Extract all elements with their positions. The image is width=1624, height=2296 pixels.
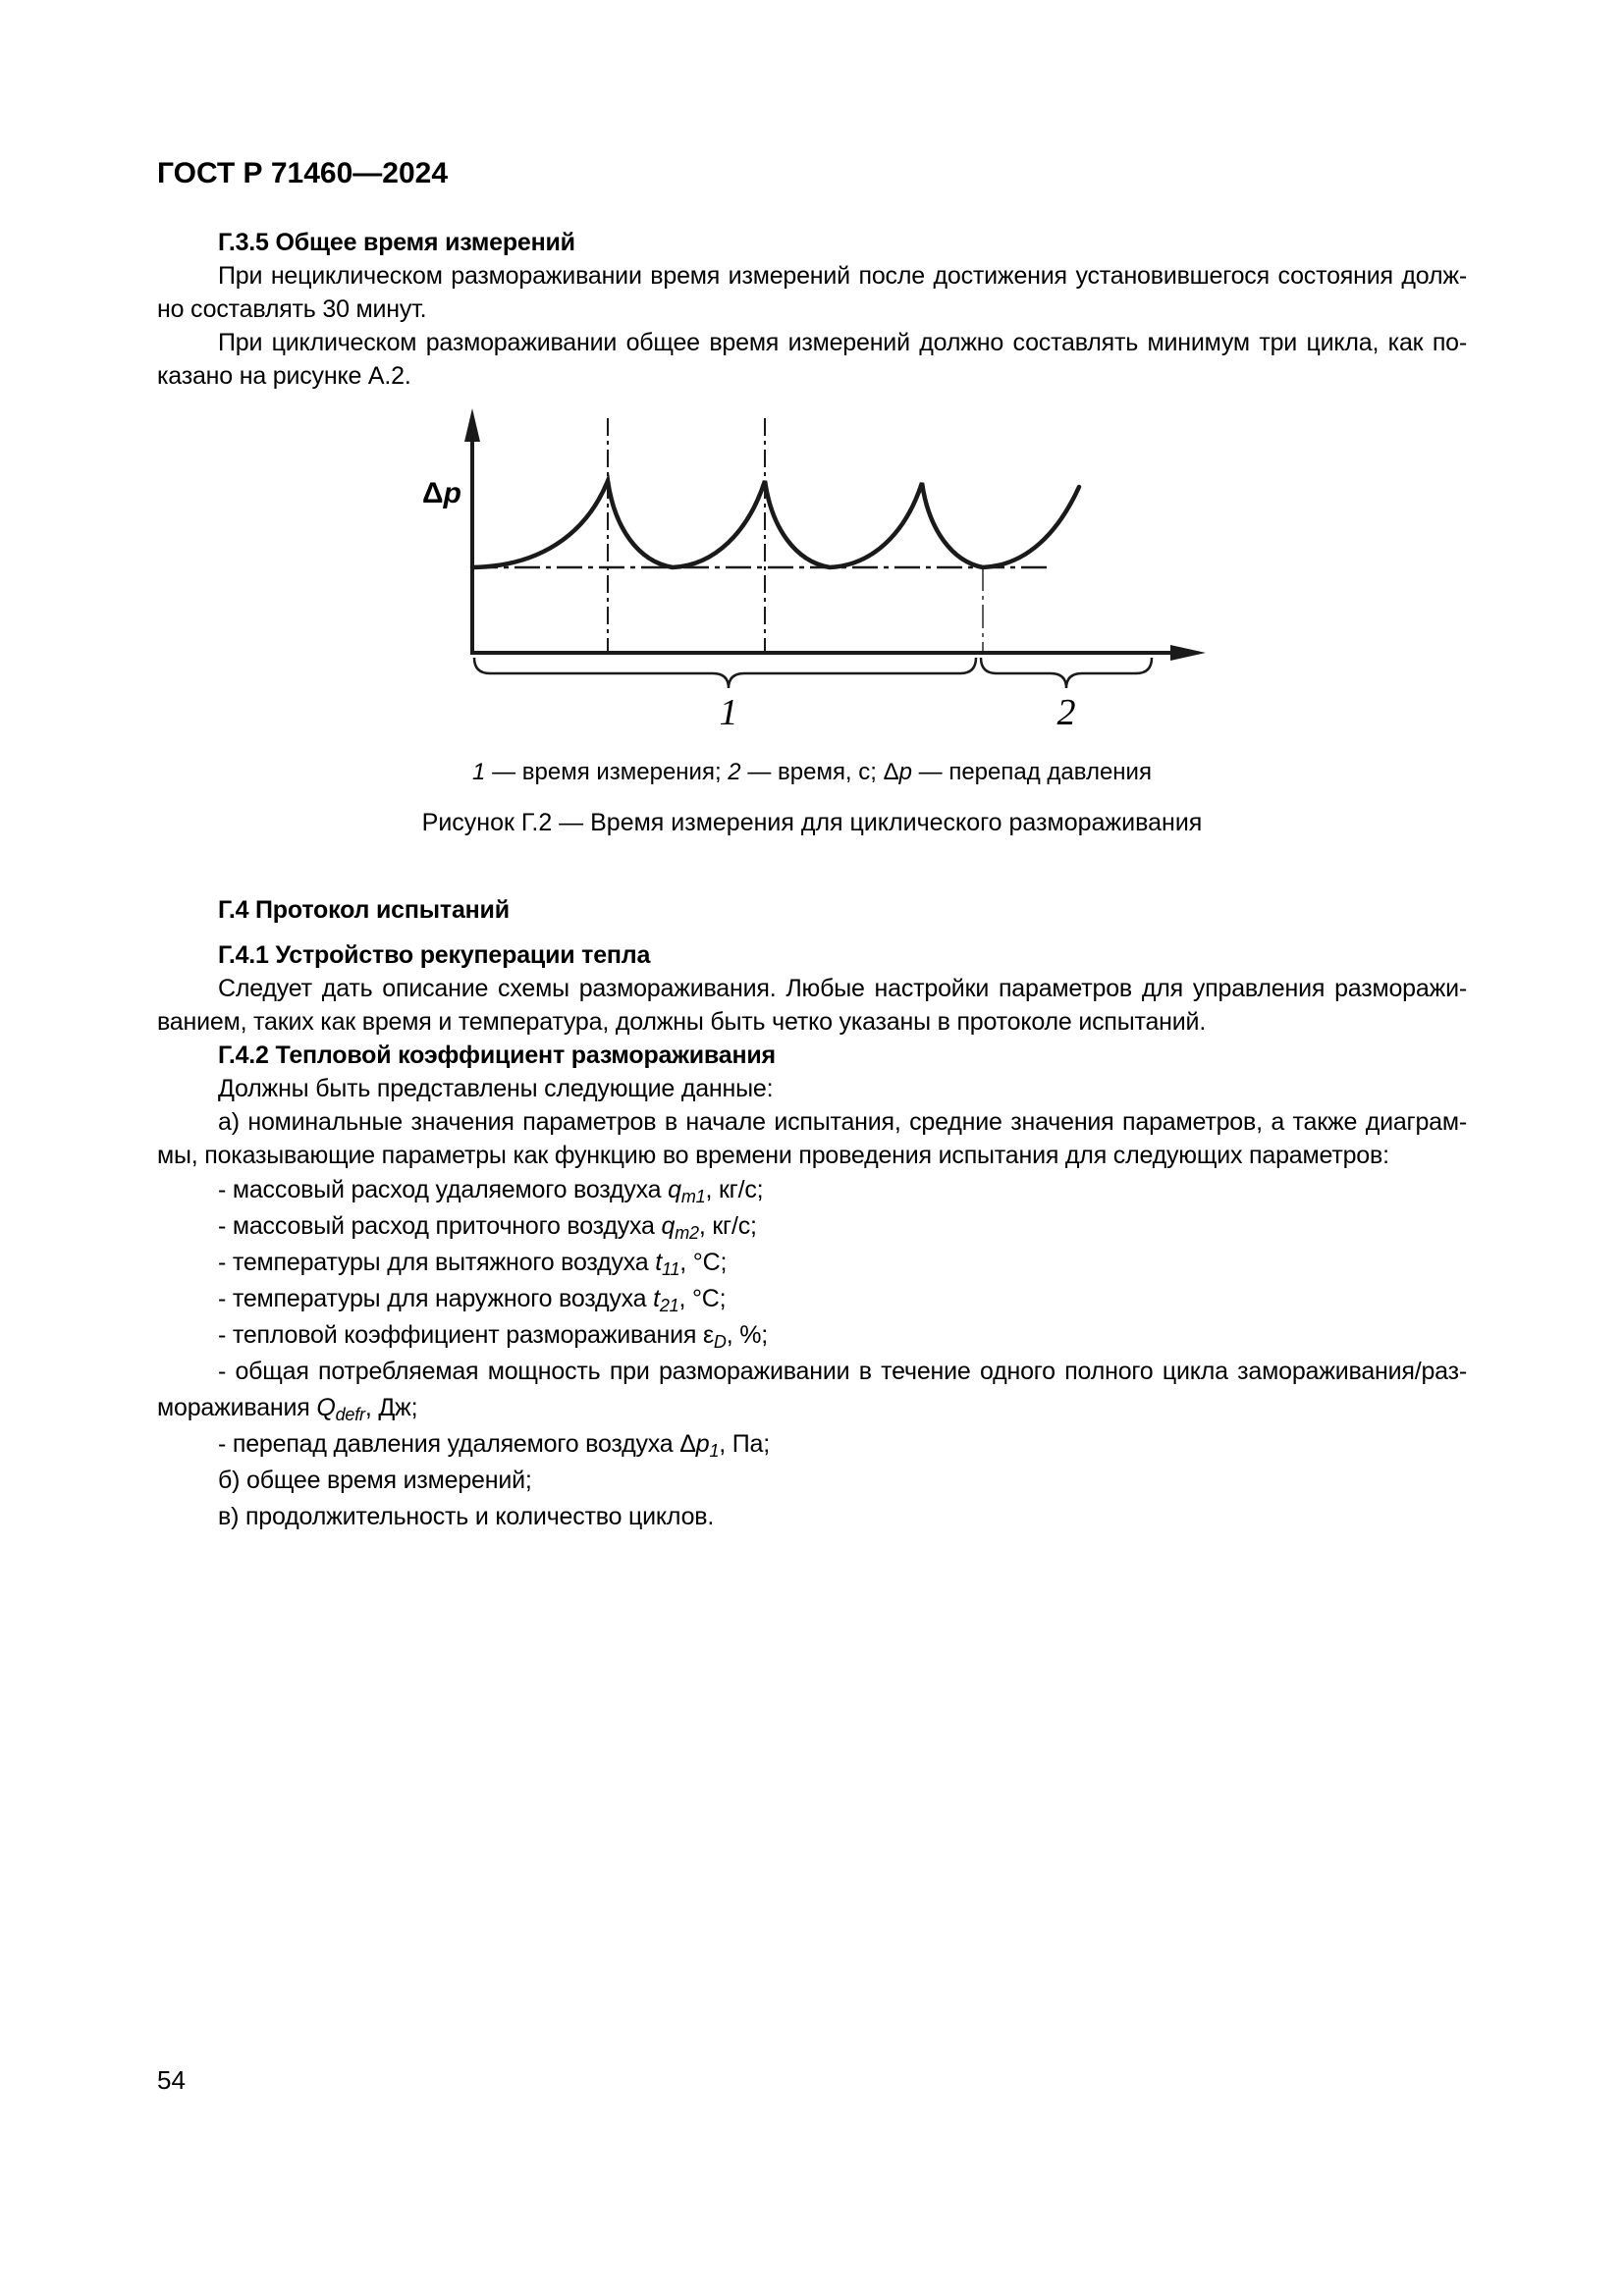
parameter-list: - массовый расход удаляемого воздуха qm1… bbox=[157, 1172, 1467, 1535]
figure-g2: Δp 1 2 bbox=[410, 402, 1216, 750]
paragraph-line: мы, показывающие параметры как функцию в… bbox=[157, 1142, 1389, 1169]
list-item-t21: - температуры для наружного воздуха t21,… bbox=[218, 1285, 727, 1315]
paragraph-line: но составлять 30 минут. bbox=[157, 295, 427, 323]
list-item-v: в) продолжительность и количество циклов… bbox=[218, 1503, 715, 1530]
figure-g2-chart: Δp 1 2 bbox=[422, 408, 1206, 733]
paragraph-line: а) номинальные значения параметров в нач… bbox=[218, 1108, 1467, 1136]
time-interval-brace bbox=[979, 657, 1154, 689]
list-item-dp: - перепад давления удаляемого воздуха Δp… bbox=[218, 1430, 770, 1461]
delta-symbol: Δ bbox=[422, 477, 444, 509]
x-axis-arrow bbox=[1170, 645, 1206, 661]
list-item-qdefr-line2: мораживания Qdefr, Дж; bbox=[157, 1394, 418, 1424]
page-content: Г.3.5 Общее время измерений При нециклич… bbox=[157, 226, 1467, 1535]
paragraph-line: При циклическом размораживании общее вре… bbox=[218, 329, 1467, 356]
list-item-eps: - тепловой коэффициент размораживания εD… bbox=[218, 1321, 769, 1352]
measure-interval-label: 1 bbox=[720, 692, 738, 733]
paragraph-line: При нециклическом размораживании время и… bbox=[218, 262, 1467, 290]
figure-caption: 1 — время измерения; 2 — время, с; Δp — … bbox=[472, 759, 1152, 785]
p-symbol: p bbox=[443, 477, 461, 509]
paragraph-line: Должны быть представлены следующие данны… bbox=[218, 1075, 774, 1102]
measure-interval-brace bbox=[472, 657, 978, 689]
pressure-curve bbox=[469, 472, 1082, 570]
list-item-b: б) общее время измерений; bbox=[218, 1467, 532, 1494]
paragraph-line: Следует дать описание схемы размораживан… bbox=[218, 975, 1467, 1002]
heading-g42: Г.4.2 Тепловой коэффициент размораживани… bbox=[218, 1041, 776, 1069]
heading-g41: Г.4.1 Устройство рекуперации тепла bbox=[218, 941, 651, 969]
paragraph-line: казано на рисунке А.2. bbox=[157, 362, 411, 390]
doc-code: ГОСТ Р 71460—2024 bbox=[157, 157, 449, 189]
list-item-qm2: - массовый расход приточного воздуха qm2… bbox=[218, 1212, 757, 1243]
figure-title: Рисунок Г.2 — Время измерения для циклич… bbox=[421, 809, 1203, 836]
time-interval-label: 2 bbox=[1057, 692, 1076, 733]
y-axis-arrow bbox=[464, 408, 480, 442]
list-item-qm1: - массовый расход удаляемого воздуха qm1… bbox=[218, 1176, 764, 1206]
page-number: 54 bbox=[157, 2065, 186, 2095]
list-item-t11: - температуры для вытяжного воздуха t11,… bbox=[218, 1249, 728, 1279]
heading-g35: Г.3.5 Общее время измерений bbox=[218, 229, 575, 256]
y-axis-label: Δp bbox=[422, 477, 461, 509]
paragraph-line: ванием, таких как время и температура, д… bbox=[157, 1008, 1207, 1036]
list-item-qdefr-line1: - общая потребляемая мощность при размор… bbox=[218, 1358, 1467, 1385]
heading-g4: Г.4 Протокол испытаний bbox=[218, 896, 510, 924]
